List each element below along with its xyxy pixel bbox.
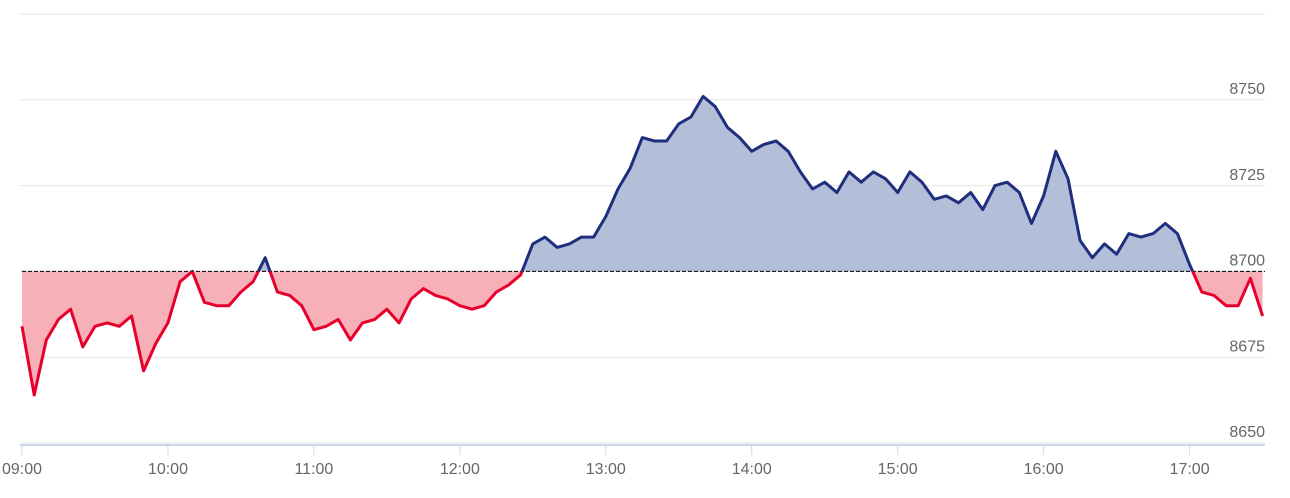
y-tick-label: 8650 xyxy=(1229,424,1265,441)
area-above xyxy=(258,96,1193,272)
x-tick-label: 12:00 xyxy=(440,461,480,478)
line-above xyxy=(189,94,1195,272)
x-tick-label: 14:00 xyxy=(732,461,772,478)
y-tick-label: 8675 xyxy=(1229,338,1265,355)
x-tick-label: 15:00 xyxy=(878,461,918,478)
y-tick-label: 8725 xyxy=(1229,167,1265,184)
line-below xyxy=(20,271,1265,397)
y-tick-label: 8750 xyxy=(1229,81,1265,98)
x-tick-label: 10:00 xyxy=(148,461,188,478)
y-tick-label: 8700 xyxy=(1229,253,1265,270)
x-tick-label: 13:00 xyxy=(586,461,626,478)
area-below xyxy=(22,271,1263,395)
x-tick-label: 17:00 xyxy=(1170,461,1210,478)
x-tick-label: 11:00 xyxy=(294,461,333,478)
x-tick-label: 09:00 xyxy=(2,461,42,478)
x-tick-label: 16:00 xyxy=(1024,461,1064,478)
